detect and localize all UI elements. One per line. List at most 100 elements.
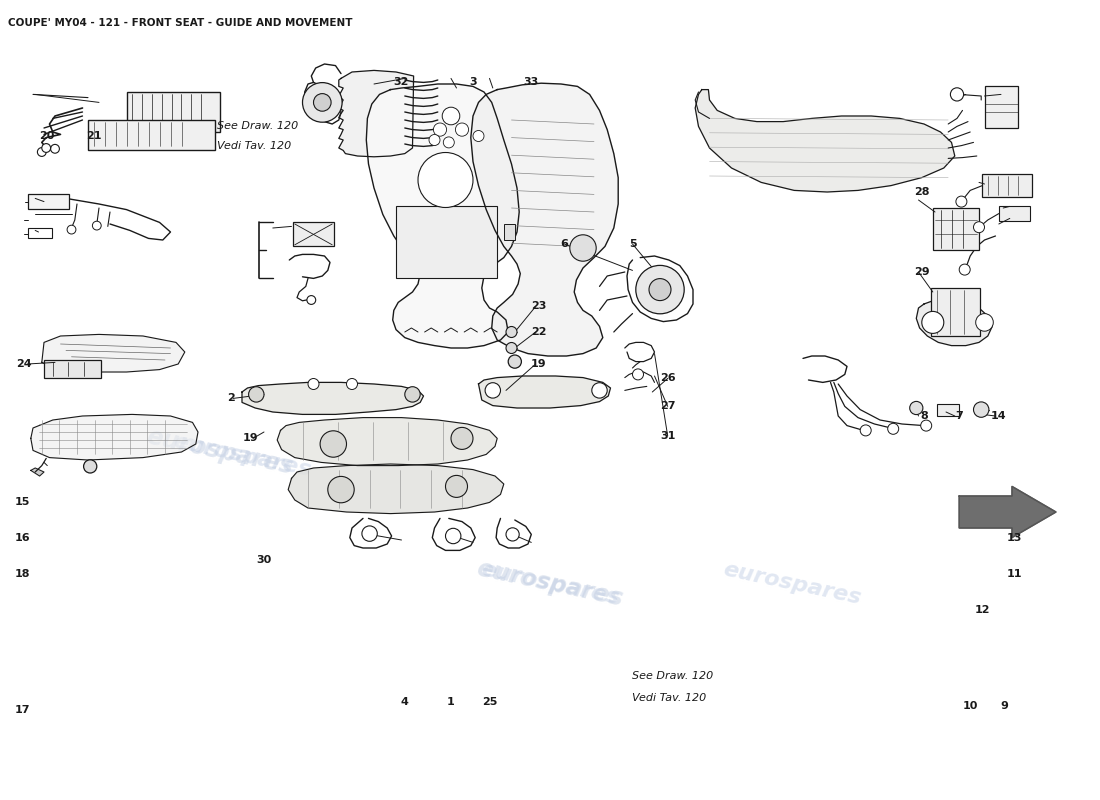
Text: See Draw. 120: See Draw. 120 [632,671,714,681]
Text: 30: 30 [256,555,272,565]
Circle shape [314,94,331,111]
Circle shape [328,476,354,502]
Circle shape [308,378,319,390]
Circle shape [636,266,684,314]
Text: 21: 21 [86,131,101,141]
Bar [982,174,1032,197]
Bar [937,404,959,416]
Text: 4: 4 [400,698,409,707]
Circle shape [92,221,101,230]
Circle shape [446,475,468,498]
Circle shape [485,382,501,398]
Polygon shape [242,382,424,414]
Circle shape [249,386,264,402]
Text: 2: 2 [227,394,235,403]
Circle shape [860,425,871,436]
Circle shape [455,123,469,136]
Circle shape [959,264,970,275]
Circle shape [976,314,993,331]
Text: 27: 27 [660,402,675,411]
Polygon shape [339,70,414,157]
Text: 5: 5 [629,239,636,249]
Circle shape [429,134,440,146]
Text: 19: 19 [531,359,547,369]
Text: 17: 17 [14,706,30,715]
Bar [293,222,334,246]
Text: 9: 9 [1000,702,1009,711]
Circle shape [42,144,51,152]
Bar [984,86,1018,128]
Text: 13: 13 [1006,534,1022,543]
Text: See Draw. 120: See Draw. 120 [217,122,298,131]
Circle shape [921,420,932,431]
Text: 22: 22 [531,327,547,337]
Bar [28,194,69,209]
Polygon shape [31,468,44,476]
Circle shape [888,423,899,434]
Bar [88,120,214,150]
Text: 10: 10 [962,702,978,711]
Text: 20: 20 [40,131,55,141]
Text: 12: 12 [975,606,990,615]
Bar [44,360,101,378]
Text: eurospares: eurospares [144,425,296,479]
Bar [28,228,52,238]
Bar [126,92,220,132]
Circle shape [362,526,377,542]
Polygon shape [959,486,1056,538]
Text: 33: 33 [524,78,539,87]
Text: eurospares: eurospares [722,559,862,609]
Text: 31: 31 [660,431,675,441]
Circle shape [320,431,346,458]
Text: 6: 6 [560,239,569,249]
Circle shape [570,235,596,261]
Bar [931,288,980,336]
Text: 29: 29 [914,267,929,277]
Polygon shape [478,376,610,408]
Polygon shape [277,418,497,466]
Bar [933,208,979,250]
Text: COUPE' MY04 - 121 - FRONT SEAT - GUIDE AND MOVEMENT: COUPE' MY04 - 121 - FRONT SEAT - GUIDE A… [8,18,352,28]
Polygon shape [31,414,198,460]
Text: 16: 16 [14,534,30,543]
Circle shape [418,153,473,207]
Text: 7: 7 [955,411,964,421]
Circle shape [506,326,517,338]
Circle shape [37,147,46,157]
Circle shape [446,528,461,544]
Circle shape [443,137,454,148]
Text: 18: 18 [14,570,30,579]
Text: 14: 14 [991,411,1006,421]
Circle shape [974,222,984,233]
Text: 8: 8 [920,411,928,421]
Polygon shape [288,464,504,514]
Circle shape [67,226,76,234]
Circle shape [950,88,964,101]
Polygon shape [471,83,618,356]
Circle shape [632,369,644,380]
Text: 11: 11 [1006,570,1022,579]
Circle shape [922,311,944,334]
Polygon shape [916,300,992,346]
Circle shape [346,378,358,390]
Text: Vedi Tav. 120: Vedi Tav. 120 [632,694,706,703]
Circle shape [451,427,473,450]
Circle shape [405,386,420,402]
Bar [504,224,515,240]
Bar [999,206,1030,221]
Circle shape [442,107,460,125]
Text: 24: 24 [16,359,32,369]
Circle shape [508,355,521,368]
Text: 25: 25 [482,698,497,707]
Circle shape [433,123,447,136]
Circle shape [84,460,97,473]
Text: 19: 19 [243,434,258,443]
Text: eurospares: eurospares [480,559,620,609]
Text: 23: 23 [531,302,547,311]
Circle shape [473,130,484,142]
Circle shape [956,196,967,207]
Polygon shape [42,334,185,372]
Text: Vedi Tav. 120: Vedi Tav. 120 [217,142,292,151]
Circle shape [649,278,671,301]
Circle shape [51,144,59,153]
